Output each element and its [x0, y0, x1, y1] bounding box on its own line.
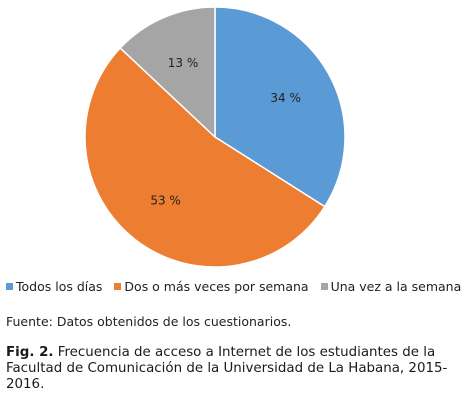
legend-swatch-una-vez — [320, 283, 328, 290]
data-label-dos-o-mas: 53 % — [150, 194, 181, 208]
slice-dos-o-mas — [84, 46, 326, 268]
figure-caption: Fig. 2. Frecuencia de acceso a Internet … — [6, 345, 458, 393]
legend-label-una-vez: Una vez a la semana — [330, 279, 462, 294]
legend-item-dos-o-mas: Dos o más veces por semana — [114, 279, 309, 294]
data-label-una-vez: 13 % — [168, 56, 199, 70]
legend-swatch-dos-o-mas — [114, 283, 122, 290]
source-note: Fuente: Datos obtenidos de los cuestiona… — [6, 314, 292, 329]
slice-una-vez — [119, 6, 216, 139]
legend-label-todos-los-dias: Todos los días — [16, 279, 103, 294]
legend-item-todos-los-dias: Todos los días — [6, 279, 102, 294]
caption-prefix: Fig. 2. — [6, 345, 54, 360]
legend: Todos los días Dos o más veces por seman… — [6, 279, 461, 294]
pie-chart: 34 % 53 % 13 % — [84, 6, 346, 268]
data-label-todos-los-dias: 34 % — [270, 91, 301, 105]
legend-item-una-vez: Una vez a la semana — [320, 279, 462, 294]
legend-swatch-todos-los-dias — [6, 283, 13, 290]
caption-text: Frecuencia de acceso a Internet de los e… — [6, 345, 448, 392]
legend-label-dos-o-mas: Dos o más veces por semana — [124, 279, 309, 294]
